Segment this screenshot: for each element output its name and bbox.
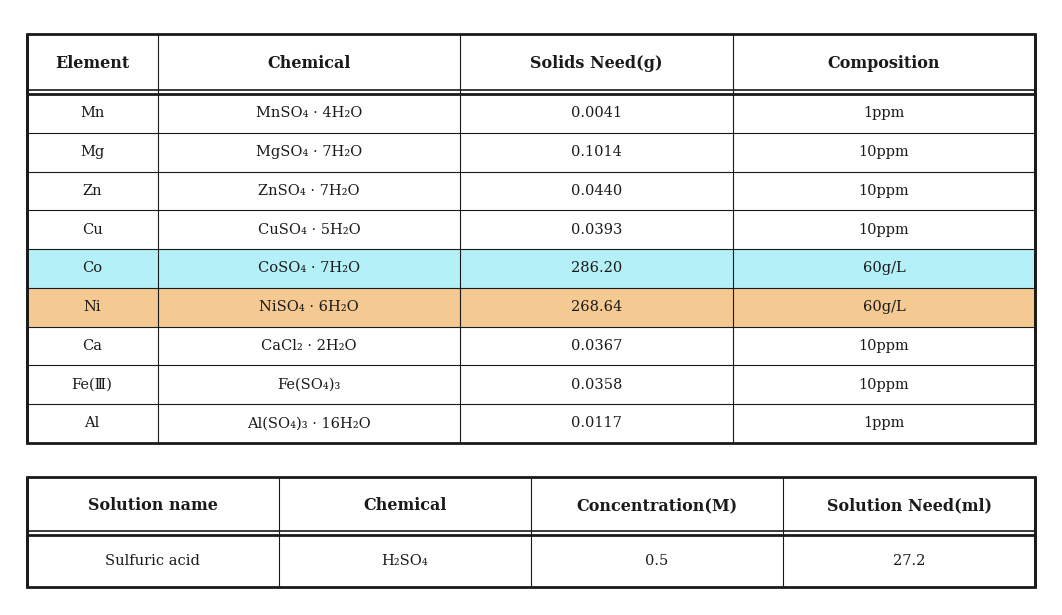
Text: 0.0041: 0.0041: [571, 106, 622, 121]
Text: 10ppm: 10ppm: [859, 184, 909, 198]
Text: Element: Element: [55, 55, 130, 73]
Text: 60g/L: 60g/L: [862, 261, 906, 276]
Text: Sulfuric acid: Sulfuric acid: [105, 554, 200, 568]
Text: Concentration(M): Concentration(M): [577, 498, 738, 514]
Text: Ni: Ni: [83, 300, 101, 314]
Text: CaCl₂ · 2H₂O: CaCl₂ · 2H₂O: [261, 339, 357, 353]
Bar: [27, 477, 1035, 587]
Text: Solution Need(ml): Solution Need(ml): [827, 498, 992, 514]
Text: 0.0117: 0.0117: [571, 416, 622, 430]
Text: Fe(Ⅲ): Fe(Ⅲ): [72, 378, 113, 392]
Text: 286.20: 286.20: [571, 261, 622, 276]
Text: 10ppm: 10ppm: [859, 339, 909, 353]
Text: 10ppm: 10ppm: [859, 223, 909, 237]
Text: Zn: Zn: [83, 184, 102, 198]
Text: Fe(SO₄)₃: Fe(SO₄)₃: [277, 378, 341, 392]
Text: Ca: Ca: [82, 339, 102, 353]
Text: 10ppm: 10ppm: [859, 378, 909, 392]
Text: 1ppm: 1ppm: [863, 106, 905, 121]
Text: Cu: Cu: [82, 223, 103, 237]
Text: 60g/L: 60g/L: [862, 300, 906, 314]
Text: 0.5: 0.5: [646, 554, 669, 568]
Text: Chemical: Chemical: [363, 498, 447, 514]
Text: H₂SO₄: H₂SO₄: [381, 554, 428, 568]
Text: Co: Co: [82, 261, 102, 276]
Text: 27.2: 27.2: [893, 554, 925, 568]
Text: CoSO₄ · 7H₂O: CoSO₄ · 7H₂O: [258, 261, 360, 276]
Text: MgSO₄ · 7H₂O: MgSO₄ · 7H₂O: [256, 145, 362, 159]
Text: 10ppm: 10ppm: [859, 145, 909, 159]
Text: Chemical: Chemical: [268, 55, 350, 73]
Text: 0.1014: 0.1014: [571, 145, 622, 159]
Text: CuSO₄ · 5H₂O: CuSO₄ · 5H₂O: [258, 223, 360, 237]
Text: ZnSO₄ · 7H₂O: ZnSO₄ · 7H₂O: [258, 184, 360, 198]
Text: Al(SO₄)₃ · 16H₂O: Al(SO₄)₃ · 16H₂O: [247, 416, 371, 430]
Text: 0.0393: 0.0393: [571, 223, 622, 237]
Text: Al: Al: [85, 416, 100, 430]
Text: Mg: Mg: [80, 145, 104, 159]
Text: NiSO₄ · 6H₂O: NiSO₄ · 6H₂O: [259, 300, 359, 314]
Bar: [27, 34, 1035, 443]
Text: 0.0367: 0.0367: [571, 339, 622, 353]
Text: 1ppm: 1ppm: [863, 416, 905, 430]
Bar: [27, 249, 1035, 288]
Text: Mn: Mn: [80, 106, 104, 121]
Text: Composition: Composition: [828, 55, 940, 73]
Text: 268.64: 268.64: [571, 300, 622, 314]
Bar: [27, 288, 1035, 327]
Text: Solution name: Solution name: [88, 498, 218, 514]
Text: MnSO₄ · 4H₂O: MnSO₄ · 4H₂O: [256, 106, 362, 121]
Text: Solids Need(g): Solids Need(g): [530, 55, 663, 73]
Text: 0.0440: 0.0440: [571, 184, 622, 198]
Text: 0.0358: 0.0358: [571, 378, 622, 392]
